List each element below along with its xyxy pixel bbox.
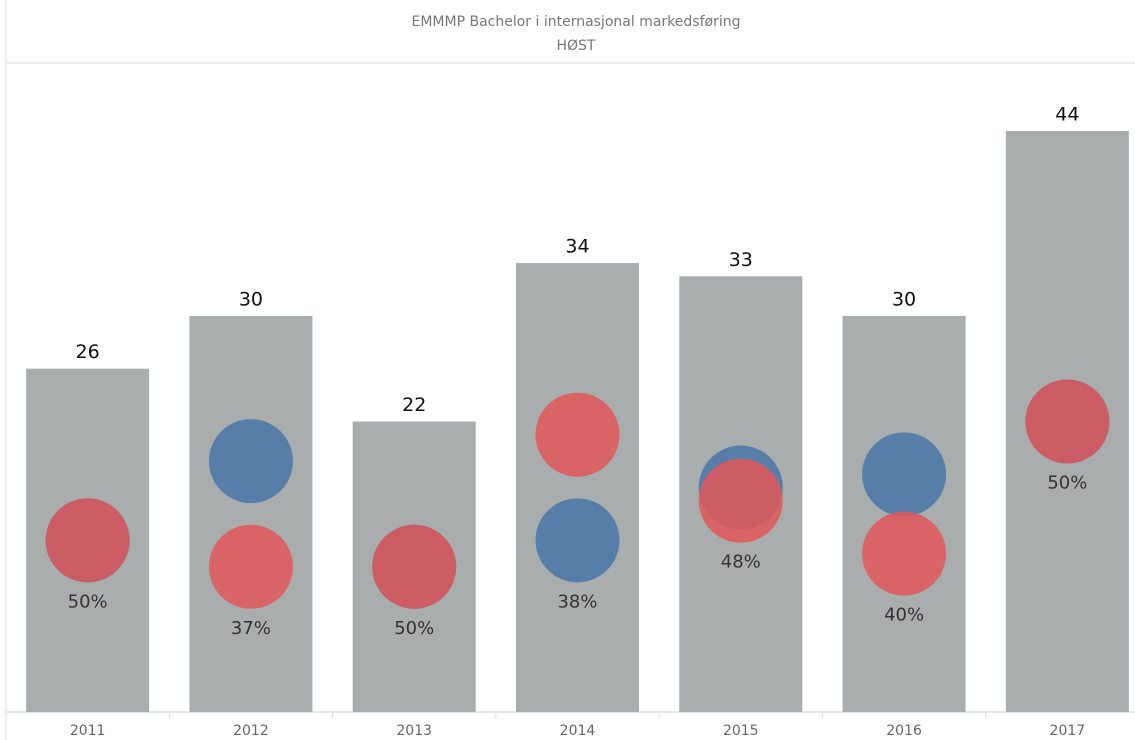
x-tick-label: 2011 — [70, 723, 106, 739]
x-tick-label: 2014 — [560, 723, 596, 739]
percent-label: 37% — [231, 618, 271, 639]
share-circle — [45, 498, 130, 583]
x-tick-label: 2015 — [723, 723, 759, 739]
share-circle — [372, 524, 457, 609]
x-tick-label: 2013 — [396, 723, 432, 739]
bar-value-label: 26 — [76, 341, 100, 363]
chart-subtitle: HØST — [557, 38, 596, 54]
share-circle — [862, 511, 947, 596]
share-circle — [535, 498, 620, 583]
percent-label: 48% — [721, 552, 761, 573]
percent-label: 40% — [884, 605, 924, 626]
share-circle — [208, 419, 293, 504]
bar-value-label: 30 — [892, 288, 916, 310]
bar-value-label: 33 — [729, 249, 753, 271]
share-circle — [1025, 379, 1110, 464]
x-tick-label: 2017 — [1050, 723, 1086, 739]
bar-value-label: 22 — [402, 394, 426, 416]
bar — [189, 315, 313, 712]
share-circle — [208, 524, 293, 609]
bar-value-label: 30 — [239, 288, 263, 310]
bar — [516, 263, 639, 712]
percent-label: 50% — [394, 618, 434, 639]
x-tick-label: 2012 — [233, 723, 269, 739]
x-tick-label: 2016 — [886, 723, 922, 739]
chart-title: EMMMP Bachelor i internasjonal markedsfø… — [412, 14, 741, 30]
bar-value-label: 44 — [1055, 104, 1079, 126]
share-circle — [862, 432, 947, 517]
share-circle — [535, 392, 620, 477]
percent-label: 50% — [1047, 473, 1087, 494]
share-circle — [698, 458, 783, 543]
bar-value-label: 34 — [565, 236, 589, 258]
percent-label: 38% — [557, 591, 597, 612]
percent-label: 50% — [68, 591, 108, 612]
